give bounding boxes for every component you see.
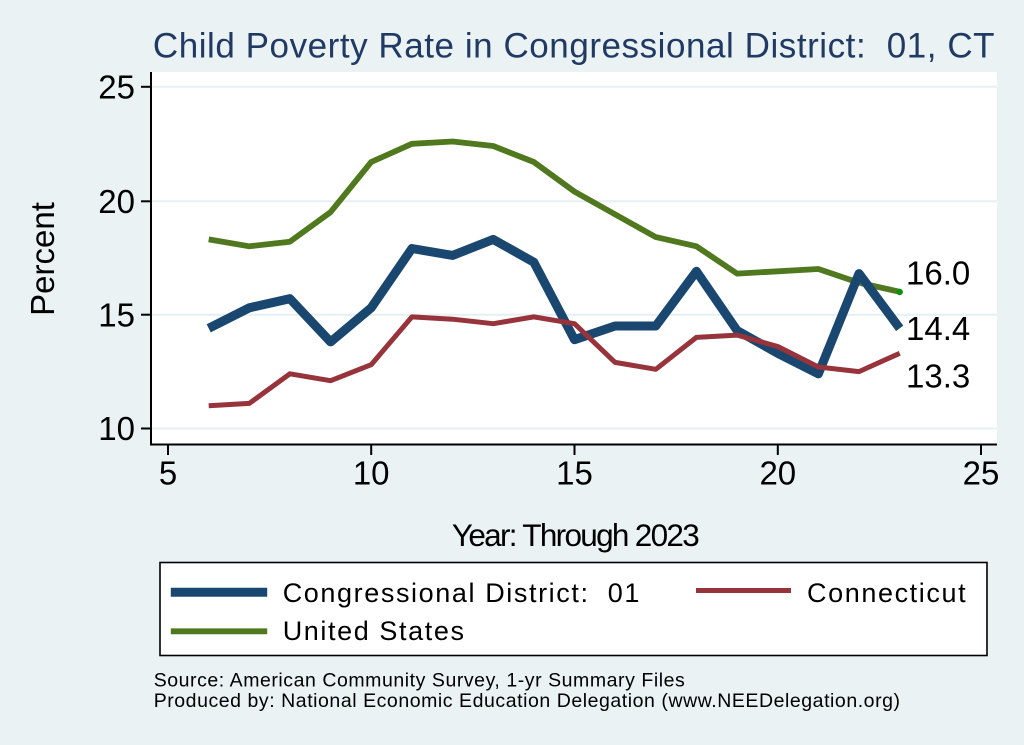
- svg-text:Produced by: National Economic: Produced by: National Economic Education…: [154, 690, 901, 712]
- svg-text:Source: American Community Sur: Source: American Community Survey, 1-yr …: [154, 669, 686, 691]
- svg-text:Year: Through 2023: Year: Through 2023: [452, 517, 699, 553]
- svg-text:10: 10: [98, 410, 135, 447]
- svg-text:5: 5: [159, 455, 177, 492]
- svg-text:Child Poverty Rate in Congress: Child Poverty Rate in Congressional Dist…: [153, 27, 995, 66]
- svg-text:15: 15: [556, 455, 593, 492]
- svg-text:Percent: Percent: [24, 202, 61, 316]
- svg-text:20: 20: [98, 183, 135, 220]
- svg-text:16.0: 16.0: [906, 254, 970, 291]
- svg-text:25: 25: [98, 69, 135, 106]
- svg-text:20: 20: [759, 455, 796, 492]
- svg-text:25: 25: [963, 455, 1000, 492]
- svg-text:Connecticut: Connecticut: [807, 578, 967, 608]
- svg-text:13.3: 13.3: [906, 358, 970, 395]
- svg-text:10: 10: [353, 455, 390, 492]
- svg-text:United States: United States: [283, 616, 466, 646]
- svg-text:15: 15: [98, 296, 135, 333]
- svg-text:Congressional District: 01: Congressional District: 01: [283, 578, 641, 608]
- svg-text:14.4: 14.4: [906, 310, 970, 347]
